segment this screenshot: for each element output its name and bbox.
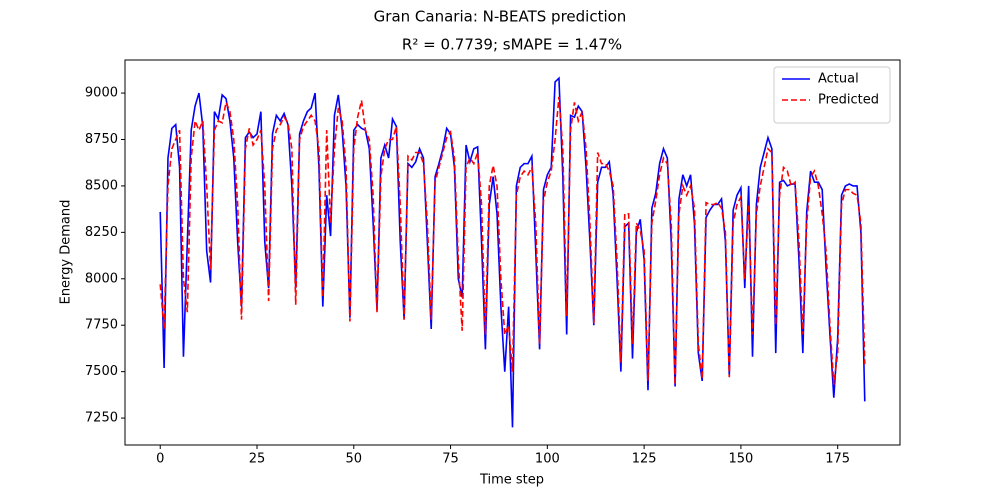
x-tick-label: 75 (442, 452, 459, 467)
y-tick-label: 7750 (85, 318, 118, 333)
y-tick-label: 7250 (85, 411, 118, 426)
x-tick-label: 100 (535, 452, 560, 467)
x-axis-label: Time step (479, 473, 544, 488)
x-tick-label: 25 (249, 452, 266, 467)
y-axis-label: Energy Demand (59, 200, 74, 305)
y-tick-label: 9000 (85, 86, 118, 101)
x-tick-label: 175 (825, 452, 850, 467)
plot-frame (124, 59, 901, 446)
data-line (159, 76, 866, 428)
legend-label: Actual (818, 72, 859, 87)
data-line (159, 96, 866, 385)
y-tick-label: 8000 (85, 271, 118, 286)
legend-label: Predicted (818, 93, 879, 108)
x-tick-label: 50 (346, 452, 363, 467)
y-tick-label: 8500 (85, 178, 118, 193)
chart-subtitle: R² = 0.7739; sMAPE = 1.47% (402, 36, 622, 54)
x-tick-label: 125 (632, 452, 657, 467)
legend-box (773, 66, 891, 124)
chart-title: Gran Canaria: N-BEATS prediction (374, 8, 627, 26)
y-tick-label: 8750 (85, 132, 118, 147)
y-tick-label: 8250 (85, 225, 118, 240)
y-tick-label: 7500 (85, 364, 118, 379)
x-tick-label: 150 (728, 452, 753, 467)
x-tick-label: 0 (156, 452, 164, 467)
